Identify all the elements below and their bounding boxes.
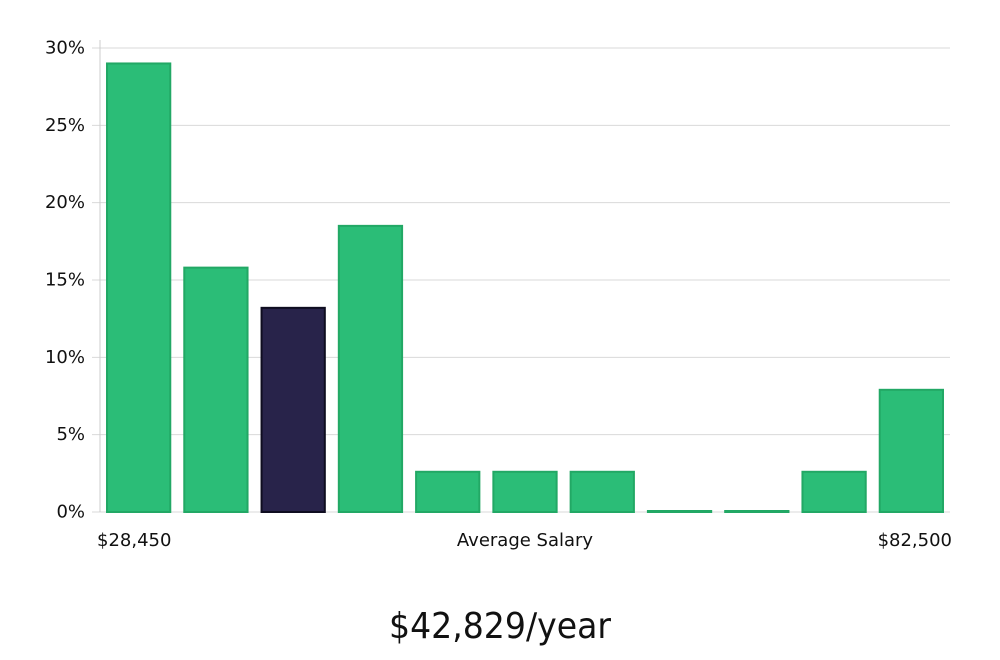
salary-bar bbox=[724, 510, 790, 513]
average-salary-headline: $42,829/year bbox=[388, 606, 612, 647]
salary-bar bbox=[492, 470, 558, 513]
salary-histogram: 0% 5% 10% 15% 20% 25% 30% $28,450 Average Sala… bbox=[45, 38, 952, 552]
y-tick-label: 5% bbox=[56, 424, 85, 445]
salary-bar bbox=[569, 470, 635, 513]
salary-bar bbox=[183, 266, 249, 514]
highlighted-salary-bar bbox=[260, 306, 326, 513]
salary-bar bbox=[337, 224, 404, 513]
bars bbox=[106, 62, 945, 514]
x-min-label: $28,450 bbox=[97, 530, 171, 551]
y-tick-label: 10% bbox=[45, 347, 85, 368]
y-tick-label: 15% bbox=[45, 270, 85, 291]
salary-bar bbox=[646, 510, 713, 513]
y-tick-label: 30% bbox=[45, 38, 85, 59]
salary-bar bbox=[801, 470, 867, 513]
y-tick-label: 0% bbox=[56, 502, 85, 523]
x-axis-title: Average Salary bbox=[457, 530, 594, 551]
y-axis-ticks: 0% 5% 10% 15% 20% 25% 30% bbox=[45, 38, 85, 523]
salary-bar bbox=[878, 388, 945, 513]
x-max-label: $82,500 bbox=[878, 530, 952, 551]
salary-bar bbox=[415, 470, 481, 513]
salary-bar bbox=[106, 62, 172, 513]
y-tick-label: 20% bbox=[45, 192, 85, 213]
y-tick-label: 25% bbox=[45, 115, 85, 136]
